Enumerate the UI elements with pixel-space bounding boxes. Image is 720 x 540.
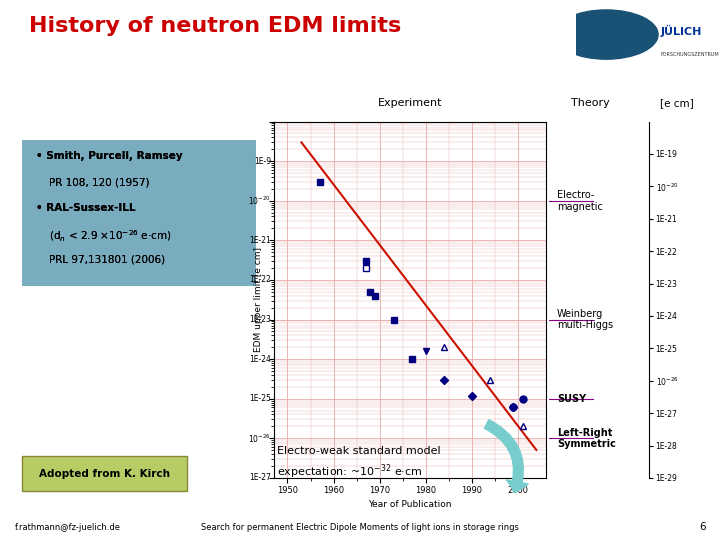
Text: Search for permanent Electric Dipole Moments of light ions in storage rings: Search for permanent Electric Dipole Mom… (201, 523, 519, 532)
Text: expectation: ~10$^{-32}$ e·cm: expectation: ~10$^{-32}$ e·cm (277, 462, 423, 481)
Text: (d$_n$ < 2.9 ×10$^{-26}$ e·cm): (d$_n$ < 2.9 ×10$^{-26}$ e·cm) (36, 229, 171, 245)
Text: 1E-24: 1E-24 (249, 355, 271, 363)
Circle shape (554, 10, 658, 59)
X-axis label: Year of Publication: Year of Publication (368, 500, 451, 509)
Text: [e cm]: [e cm] (660, 98, 693, 108)
Text: Weinberg
multi-Higgs: Weinberg multi-Higgs (557, 309, 613, 330)
Text: Electro-weak standard model: Electro-weak standard model (277, 446, 441, 456)
Text: Theory: Theory (572, 98, 610, 108)
Text: • Smith, Purcell, Ramsey: • Smith, Purcell, Ramsey (36, 151, 183, 161)
Text: • RAL-Sussex-ILL: • RAL-Sussex-ILL (36, 203, 135, 213)
Text: $10^{-26}$: $10^{-26}$ (248, 432, 271, 444)
Text: JÜLICH: JÜLICH (661, 25, 702, 37)
Y-axis label: EDM upper limit [e cm]: EDM upper limit [e cm] (254, 247, 264, 352)
Text: 1E-23: 1E-23 (249, 315, 271, 324)
Text: 1E-22: 1E-22 (249, 275, 271, 285)
Text: Adopted from K. Kirch: Adopted from K. Kirch (39, 469, 170, 478)
Text: 1E-25: 1E-25 (249, 394, 271, 403)
Text: f.rathmann@fz-juelich.de: f.rathmann@fz-juelich.de (14, 523, 120, 532)
Text: 1E-21: 1E-21 (249, 236, 271, 245)
Text: PR 108, 120 (1957): PR 108, 120 (1957) (36, 177, 150, 187)
Text: PRL 97,131801 (2006): PRL 97,131801 (2006) (36, 255, 165, 265)
Text: History of neutron EDM limits: History of neutron EDM limits (29, 16, 401, 36)
Text: • RAL-Sussex-ILL: • RAL-Sussex-ILL (36, 203, 135, 213)
Text: Experiment: Experiment (377, 98, 442, 108)
FancyArrowPatch shape (485, 420, 528, 492)
Text: Left-Right
Symmetric: Left-Right Symmetric (557, 428, 616, 449)
Text: 6: 6 (699, 522, 706, 532)
Text: 1E-9: 1E-9 (253, 157, 271, 166)
Text: • Smith, Purcell, Ramsey: • Smith, Purcell, Ramsey (36, 151, 183, 161)
Text: (d$_n$ < 2.9 ×10$^{-26}$ e·cm): (d$_n$ < 2.9 ×10$^{-26}$ e·cm) (36, 229, 171, 245)
Text: PRL 97,131801 (2006): PRL 97,131801 (2006) (36, 255, 165, 265)
Text: $10^{-20}$: $10^{-20}$ (248, 194, 271, 207)
Text: FORSCHUNGSZENTRUM: FORSCHUNGSZENTRUM (661, 51, 719, 57)
Text: 1E-27: 1E-27 (249, 474, 271, 482)
Text: Electro-
magnetic: Electro- magnetic (557, 190, 603, 212)
Text: SUSY: SUSY (557, 394, 586, 404)
Text: PR 108, 120 (1957): PR 108, 120 (1957) (36, 177, 150, 187)
